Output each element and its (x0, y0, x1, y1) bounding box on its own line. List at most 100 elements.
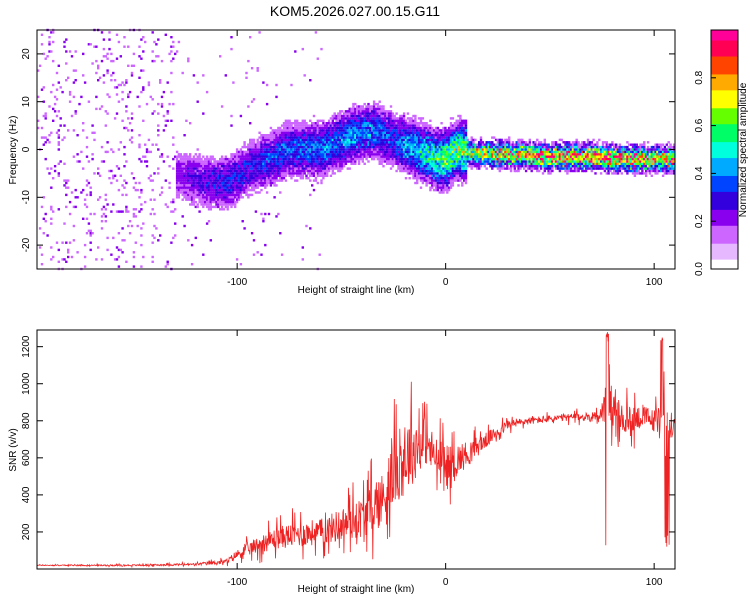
spectrogram-cell (397, 126, 400, 130)
spectrogram-cell (568, 148, 571, 151)
spectrogram-cell (494, 145, 498, 149)
spectrogram-cell (346, 136, 349, 139)
spectrogram-cell (303, 165, 306, 168)
spectrogram-cell (408, 136, 411, 139)
spectrogram-cell (207, 208, 211, 211)
spectrogram-cell (329, 117, 333, 120)
spectrogram-cell (406, 122, 410, 125)
spectrogram-cell (564, 165, 567, 168)
spectrogram-cell (434, 148, 438, 151)
spectrogram-cell (217, 174, 220, 177)
spectrogram-cell (329, 143, 333, 146)
spectrogram-cell (280, 150, 284, 154)
spectrogram-cell (252, 181, 256, 185)
spectrogram-cell (279, 160, 282, 163)
spectrogram-cell (357, 160, 361, 163)
spectrogram-cell (284, 138, 288, 142)
spectrogram-cell (249, 143, 252, 146)
spectrogram-cell (493, 148, 496, 151)
spectrogram-cell (372, 129, 376, 132)
spectrogram-cell (279, 143, 282, 146)
spectrogram-cell (250, 67, 254, 70)
spectrogram-cell (483, 155, 486, 158)
figure-title: KOM5.2026.027.00.15.G11 (270, 3, 440, 19)
spectrogram-cell (307, 126, 310, 130)
spectrogram-cell (466, 153, 470, 156)
spectrogram-cell (357, 122, 361, 125)
spectrogram-cell (224, 177, 227, 180)
spectrogram-cell (397, 138, 400, 142)
spectrogram-cell (117, 232, 121, 235)
spectrogram-cell (333, 117, 336, 120)
spectrogram-cell (401, 162, 404, 165)
spectrogram-cell (112, 59, 115, 63)
spectrogram-cell (386, 145, 389, 149)
spectrogram-cell (267, 157, 271, 161)
spectrogram-cell (177, 177, 181, 180)
spectrogram-cell (564, 155, 567, 158)
spectrogram-cell (194, 162, 197, 165)
spectrogram-cell (356, 107, 359, 111)
spectrogram-cell (273, 165, 276, 168)
spectrogram-cell (145, 160, 149, 163)
spectrogram-cell (399, 160, 402, 163)
spectrogram-cell (406, 138, 410, 142)
spectrogram-cell (241, 167, 244, 170)
spectrogram-cell (451, 141, 455, 144)
spectrogram-cell (367, 126, 370, 130)
spectrogram-cell (449, 117, 453, 120)
spectrogram-cell (459, 157, 462, 161)
spectrogram-cell (63, 136, 66, 139)
spectrogram-cell (198, 160, 201, 163)
spectrogram-cell (185, 193, 188, 197)
spectrogram-cell (326, 138, 329, 142)
spectrogram-cell (354, 155, 357, 158)
spectrogram-cell (515, 141, 518, 144)
spectrogram-cell (566, 157, 569, 161)
spectrogram-cell (380, 153, 383, 156)
spectrogram-cell (429, 129, 432, 132)
spectrogram-cell (414, 172, 417, 175)
spectrogram-cell (359, 143, 363, 146)
spectrogram-cell (444, 153, 447, 156)
spectrogram-cell (440, 136, 443, 139)
spectrogram-cell (174, 222, 177, 225)
spectrogram-cell (172, 167, 175, 170)
spectrogram-cell (429, 143, 432, 146)
spectrogram-cell (483, 143, 486, 146)
spectrogram-cell (568, 165, 571, 168)
spectrogram-cell (144, 160, 147, 163)
spectrogram-cell (331, 167, 334, 170)
spectrogram-cell (314, 179, 318, 182)
spectrogram-cell (560, 150, 563, 154)
spectrogram-cell (172, 157, 175, 161)
spectrogram-cell (209, 239, 212, 242)
spectrogram-cell (250, 141, 254, 144)
spectrogram-cell (442, 169, 445, 173)
spectrogram-cell (245, 167, 248, 170)
spectrogram-cell (187, 191, 190, 194)
spectrogram-cell (374, 112, 378, 115)
spectrogram-cell (228, 157, 231, 161)
spectrogram-cell (262, 165, 265, 168)
spectrogram-cell (262, 179, 265, 182)
spectrogram-cell (521, 141, 524, 144)
spectrogram-cell (549, 167, 552, 170)
spectrogram-cell (205, 181, 209, 185)
spectrogram-cell (241, 196, 244, 199)
spectrogram-cell (290, 145, 293, 149)
spectrogram-cell (432, 188, 436, 192)
spectrogram-cell (521, 162, 524, 165)
spectrogram-cell (196, 203, 199, 206)
spectrogram-cell (241, 186, 244, 189)
spectrogram-cell (513, 157, 516, 161)
spectrogram-cell (423, 162, 426, 165)
spectrogram-cell (494, 148, 498, 151)
spectrogram-cell (127, 93, 130, 96)
spectrogram-cell (275, 179, 278, 182)
spectrogram-cell (220, 179, 224, 182)
spectrogram-cell (284, 143, 288, 146)
spectrogram-cell (110, 59, 113, 63)
spectrogram-cell (230, 162, 233, 165)
spectrogram-cell (380, 117, 383, 120)
